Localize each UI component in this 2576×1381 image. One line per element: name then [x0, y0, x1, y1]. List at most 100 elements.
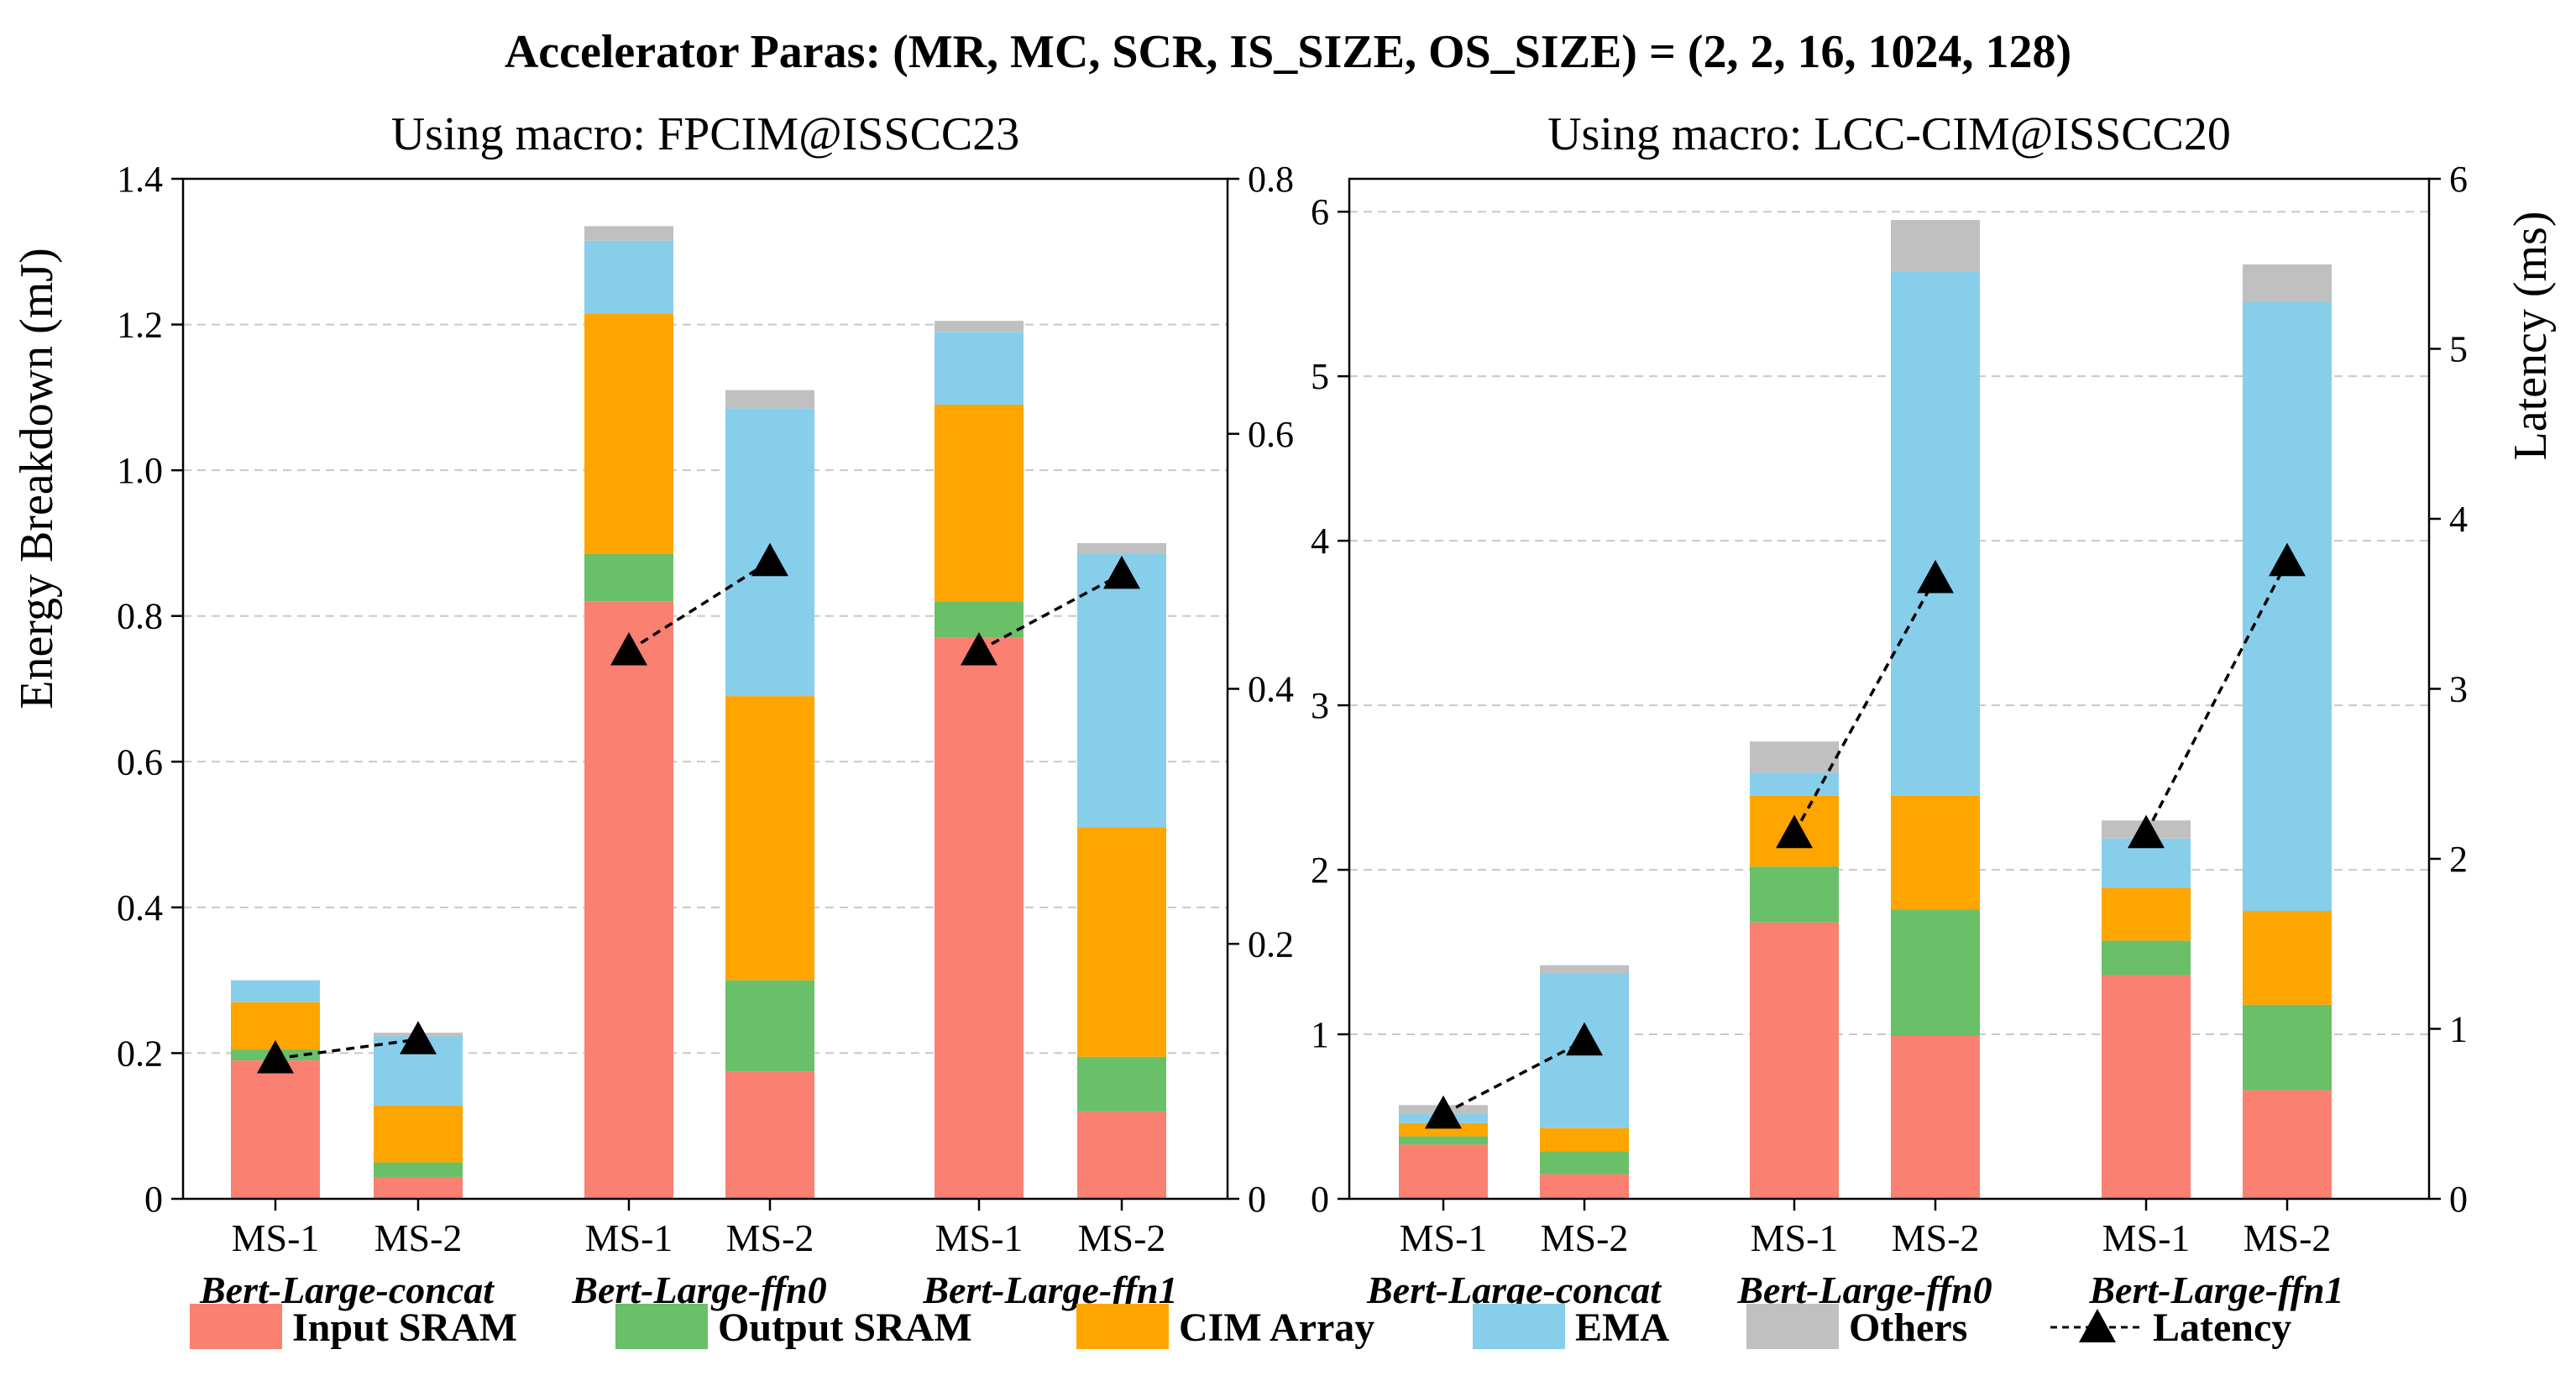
latency-line — [1793, 578, 1937, 834]
y-left-tick-label: 0 — [144, 1179, 163, 1220]
bar-segment-others — [935, 321, 1024, 332]
bar-segment-output-sram — [1540, 1151, 1629, 1174]
x-tick-label: MS-1 — [1400, 1216, 1488, 1259]
bar-segment-cim-array — [1399, 1122, 1488, 1137]
x-tick-label: MS-2 — [2244, 1216, 2332, 1259]
y-left-tick-label: 1.0 — [117, 450, 163, 491]
bar-segment-input-sram — [1077, 1111, 1166, 1199]
bar-segment-output-sram — [1891, 909, 1980, 1036]
latency-marker — [1917, 559, 1954, 594]
x-tick-label: MS-1 — [935, 1216, 1024, 1259]
bar-segment-cim-array — [935, 405, 1024, 602]
latency-marker — [1566, 1022, 1603, 1056]
bar-segment-others — [725, 390, 814, 409]
y-right-tick-label: 2 — [2449, 839, 2468, 880]
latency-marker — [400, 1021, 437, 1054]
legend-label: CIM Array — [1179, 1305, 1374, 1350]
bar-segment-cim-array — [1540, 1127, 1629, 1152]
y-left-tick-label: 0.8 — [117, 596, 163, 637]
x-tick-label: MS-1 — [1751, 1216, 1839, 1259]
legend-swatch-input-sram — [190, 1304, 282, 1349]
bar-segment-input-sram — [1750, 922, 1839, 1199]
bar-segment-ema — [1750, 772, 1839, 796]
legend-label: Others — [1849, 1305, 1967, 1350]
bar-segment-ema — [231, 980, 320, 1002]
bar-segment-others — [1891, 219, 1980, 271]
y-left-tick-label: 1.4 — [117, 159, 163, 200]
x-tick-label: MS-2 — [726, 1216, 814, 1259]
bar-segment-ema — [1891, 270, 1980, 796]
bar-segment-input-sram — [725, 1071, 814, 1199]
plot-frame — [181, 177, 1229, 1201]
panel-subtitle: Using macro: LCC-CIM@ISSCC20 — [1547, 108, 2231, 160]
bar-segment-ema — [584, 240, 673, 314]
y-left-tick-label: 1 — [1311, 1014, 1329, 1055]
bar-segment-input-sram — [935, 637, 1024, 1199]
bar-segment-others — [1077, 542, 1166, 554]
bar-segment-others — [1750, 741, 1839, 773]
latency-marker — [961, 631, 997, 666]
bar-segment-output-sram — [1399, 1136, 1488, 1145]
y-right-tick-label: 0.2 — [1248, 923, 1294, 965]
bar-segment-cim-array — [374, 1105, 463, 1163]
bar-segment-input-sram — [374, 1176, 463, 1199]
bar-segment-others — [1540, 965, 1629, 974]
y-right-tick-label: 1 — [2449, 1009, 2468, 1050]
bar-segment-others — [2243, 264, 2332, 302]
bar-segment-output-sram — [2102, 940, 2191, 976]
x-tick-label: MS-2 — [374, 1216, 463, 1259]
y-right-tick-label: 0 — [2449, 1179, 2468, 1220]
bar-segment-ema — [935, 332, 1024, 405]
y-left-tick-label: 0.6 — [117, 741, 163, 782]
latency-marker — [257, 1039, 294, 1074]
latency-marker — [751, 542, 788, 577]
y-left-tick-label: 6 — [1311, 191, 1329, 233]
y-right-label: Latency (ms) — [2505, 212, 2557, 461]
x-tick-label: MS-2 — [1078, 1216, 1166, 1259]
legend-swatch-cim-array — [1076, 1304, 1169, 1349]
y-left-tick-label: 1.2 — [117, 305, 163, 346]
left-panel: Using macro: FPCIM@ISSCC23 0 0.2 0.4 0.6 0.8 1… — [117, 108, 1294, 1311]
latency-marker — [610, 631, 647, 666]
latency-line — [2144, 560, 2289, 834]
plot-frame — [1348, 177, 2431, 1201]
x-tick-label: MS-2 — [1892, 1216, 1980, 1259]
y-right-tick-label: 5 — [2449, 329, 2468, 370]
y-left-tick-label: 0 — [1311, 1179, 1329, 1220]
bar-segment-cim-array — [2102, 887, 2191, 941]
latency-marker — [2128, 814, 2165, 849]
workload-label: Bert-Large-ffn1 — [2088, 1269, 2343, 1311]
latency-marker — [1103, 555, 1140, 589]
x-tick-label: MS-1 — [585, 1216, 673, 1259]
legend-label: Output SRAM — [718, 1305, 972, 1350]
legend-swatch-ema — [1473, 1304, 1565, 1349]
bar-segment-output-sram — [584, 553, 673, 602]
bar-segment-input-sram — [584, 601, 673, 1199]
bar-segment-input-sram — [1399, 1144, 1488, 1199]
bar-segment-input-sram — [231, 1060, 320, 1199]
latency-line — [978, 573, 1123, 652]
bar-segment-ema — [2243, 301, 2332, 912]
panel-subtitle: Using macro: FPCIM@ISSCC23 — [391, 108, 1020, 160]
figure-title: Accelerator Paras: (MR, MC, SCR, IS_SIZE… — [505, 26, 2071, 78]
legend: Input SRAM Output SRAM CIM Array EMA Others L… — [190, 1304, 2291, 1350]
y-left-tick-label: 2 — [1311, 850, 1329, 891]
legend-swatch-others — [1746, 1304, 1839, 1349]
y-right-tick-label: 6 — [2449, 159, 2468, 200]
legend-label: Input SRAM — [292, 1305, 517, 1350]
legend-label: Latency — [2153, 1305, 2291, 1350]
bar-segment-cim-array — [584, 313, 673, 554]
y-right-tick-label: 4 — [2449, 499, 2468, 540]
bar-segment-input-sram — [2102, 975, 2191, 1199]
legend-latency-marker — [2079, 1309, 2116, 1342]
bar-segment-cim-array — [1891, 795, 1980, 910]
y-right-tick-label: 0 — [1248, 1179, 1266, 1220]
latency-marker — [1776, 814, 1813, 849]
legend-label: EMA — [1575, 1305, 1669, 1350]
bar-segment-output-sram — [935, 601, 1024, 638]
x-tick-label: MS-1 — [2102, 1216, 2191, 1259]
y-left-tick-label: 0.2 — [117, 1033, 163, 1074]
legend-swatch-output-sram — [615, 1304, 708, 1349]
bar-segment-ema — [1077, 553, 1166, 828]
